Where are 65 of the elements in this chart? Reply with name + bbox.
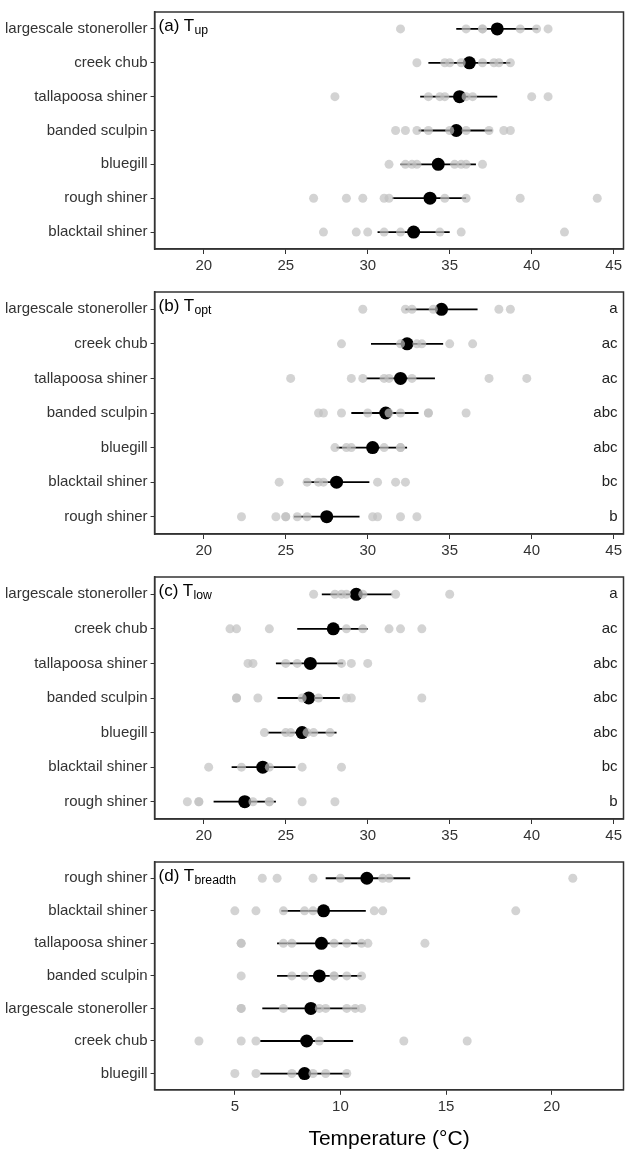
- x-tick-label: 40: [523, 541, 541, 559]
- y-tick-label: largescale stoneroller: [5, 299, 148, 317]
- y-tick-label: banded sculpin: [46, 688, 148, 706]
- x-tick-label: 30: [359, 541, 377, 559]
- annotation: abc: [593, 653, 618, 671]
- x-tick-label: 20: [195, 541, 213, 559]
- annotation: a: [609, 584, 619, 602]
- annotation: b: [609, 791, 618, 809]
- y-tick-label: bluegill: [100, 722, 148, 740]
- x-tick-label: 45: [605, 256, 623, 274]
- y-tick-label: creek chub: [74, 619, 148, 636]
- x-tick-label: 20: [195, 256, 213, 274]
- x-tick-label: 40: [523, 256, 541, 274]
- y-tick-label: tallapoosa shiner: [34, 653, 148, 671]
- x-tick-label: 30: [359, 256, 377, 274]
- x-tick-label: 15: [437, 1096, 455, 1114]
- annotation: abc: [593, 722, 618, 740]
- y-tick-label: bluegill: [100, 154, 148, 172]
- y-tick-label: blacktail shiner: [48, 900, 148, 918]
- x-tick-label: 45: [605, 826, 623, 844]
- y-tick-label: largescale stoneroller: [5, 19, 148, 37]
- y-tick-label: blacktail shiner: [48, 472, 148, 490]
- y-tick-label: tallapoosa shiner: [34, 86, 148, 104]
- x-tick-label: 35: [441, 541, 459, 559]
- y-tick-label: banded sculpin: [46, 966, 148, 984]
- annotation: abc: [593, 437, 618, 455]
- x-tick-label: 20: [195, 826, 213, 844]
- x-tick-label: 30: [359, 826, 377, 844]
- annotation: bc: [601, 472, 618, 490]
- x-tick-label: 25: [277, 541, 295, 559]
- y-tick-label: creek chub: [74, 1031, 148, 1049]
- x-tick-label: 5: [230, 1096, 240, 1114]
- y-tick-label: rough shiner: [64, 188, 148, 206]
- x-tick-label: 35: [441, 256, 459, 274]
- annotation: bc: [601, 757, 618, 775]
- y-tick-label: tallapoosa shiner: [34, 933, 148, 951]
- annotation: abc: [593, 403, 618, 421]
- y-tick-label: creek chub: [74, 52, 148, 70]
- x-tick-label: 40: [523, 826, 541, 844]
- annotation: ac: [601, 619, 618, 636]
- x-tick-label: 45: [605, 541, 623, 559]
- y-tick-label: blacktail shiner: [48, 222, 148, 240]
- annotation: ac: [601, 368, 618, 386]
- x-tick-label: 25: [277, 826, 295, 844]
- y-tick-label: banded sculpin: [46, 120, 148, 138]
- y-tick-label: tallapoosa shiner: [34, 368, 148, 386]
- x-tick-label: 20: [543, 1096, 561, 1114]
- y-tick-label: rough shiner: [64, 506, 148, 524]
- y-tick-label: bluegill: [100, 437, 148, 455]
- annotation: ac: [601, 334, 618, 351]
- y-tick-label: largescale stoneroller: [5, 584, 148, 602]
- x-tick-label: 25: [277, 256, 295, 274]
- annotation: b: [609, 506, 618, 524]
- y-tick-label: blacktail shiner: [48, 757, 148, 775]
- x-tick-label: 35: [441, 826, 459, 844]
- y-tick-label: creek chub: [74, 334, 148, 351]
- y-tick-label: banded sculpin: [46, 403, 148, 421]
- y-tick-label: rough shiner: [64, 791, 148, 809]
- x-axis-title: Temperature (°C): [308, 1126, 470, 1150]
- y-tick-label: largescale stoneroller: [5, 998, 148, 1016]
- annotation: abc: [593, 688, 618, 706]
- x-tick-label: 10: [332, 1096, 349, 1114]
- annotation: a: [609, 299, 619, 317]
- y-tick-label: rough shiner: [64, 868, 148, 886]
- y-tick-label: bluegill: [100, 1063, 148, 1081]
